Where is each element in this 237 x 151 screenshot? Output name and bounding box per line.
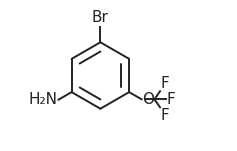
- Text: O: O: [142, 92, 154, 107]
- Text: F: F: [166, 92, 175, 107]
- Text: F: F: [161, 108, 169, 123]
- Text: H₂N: H₂N: [28, 92, 57, 107]
- Text: Br: Br: [92, 10, 109, 25]
- Text: F: F: [161, 76, 169, 91]
